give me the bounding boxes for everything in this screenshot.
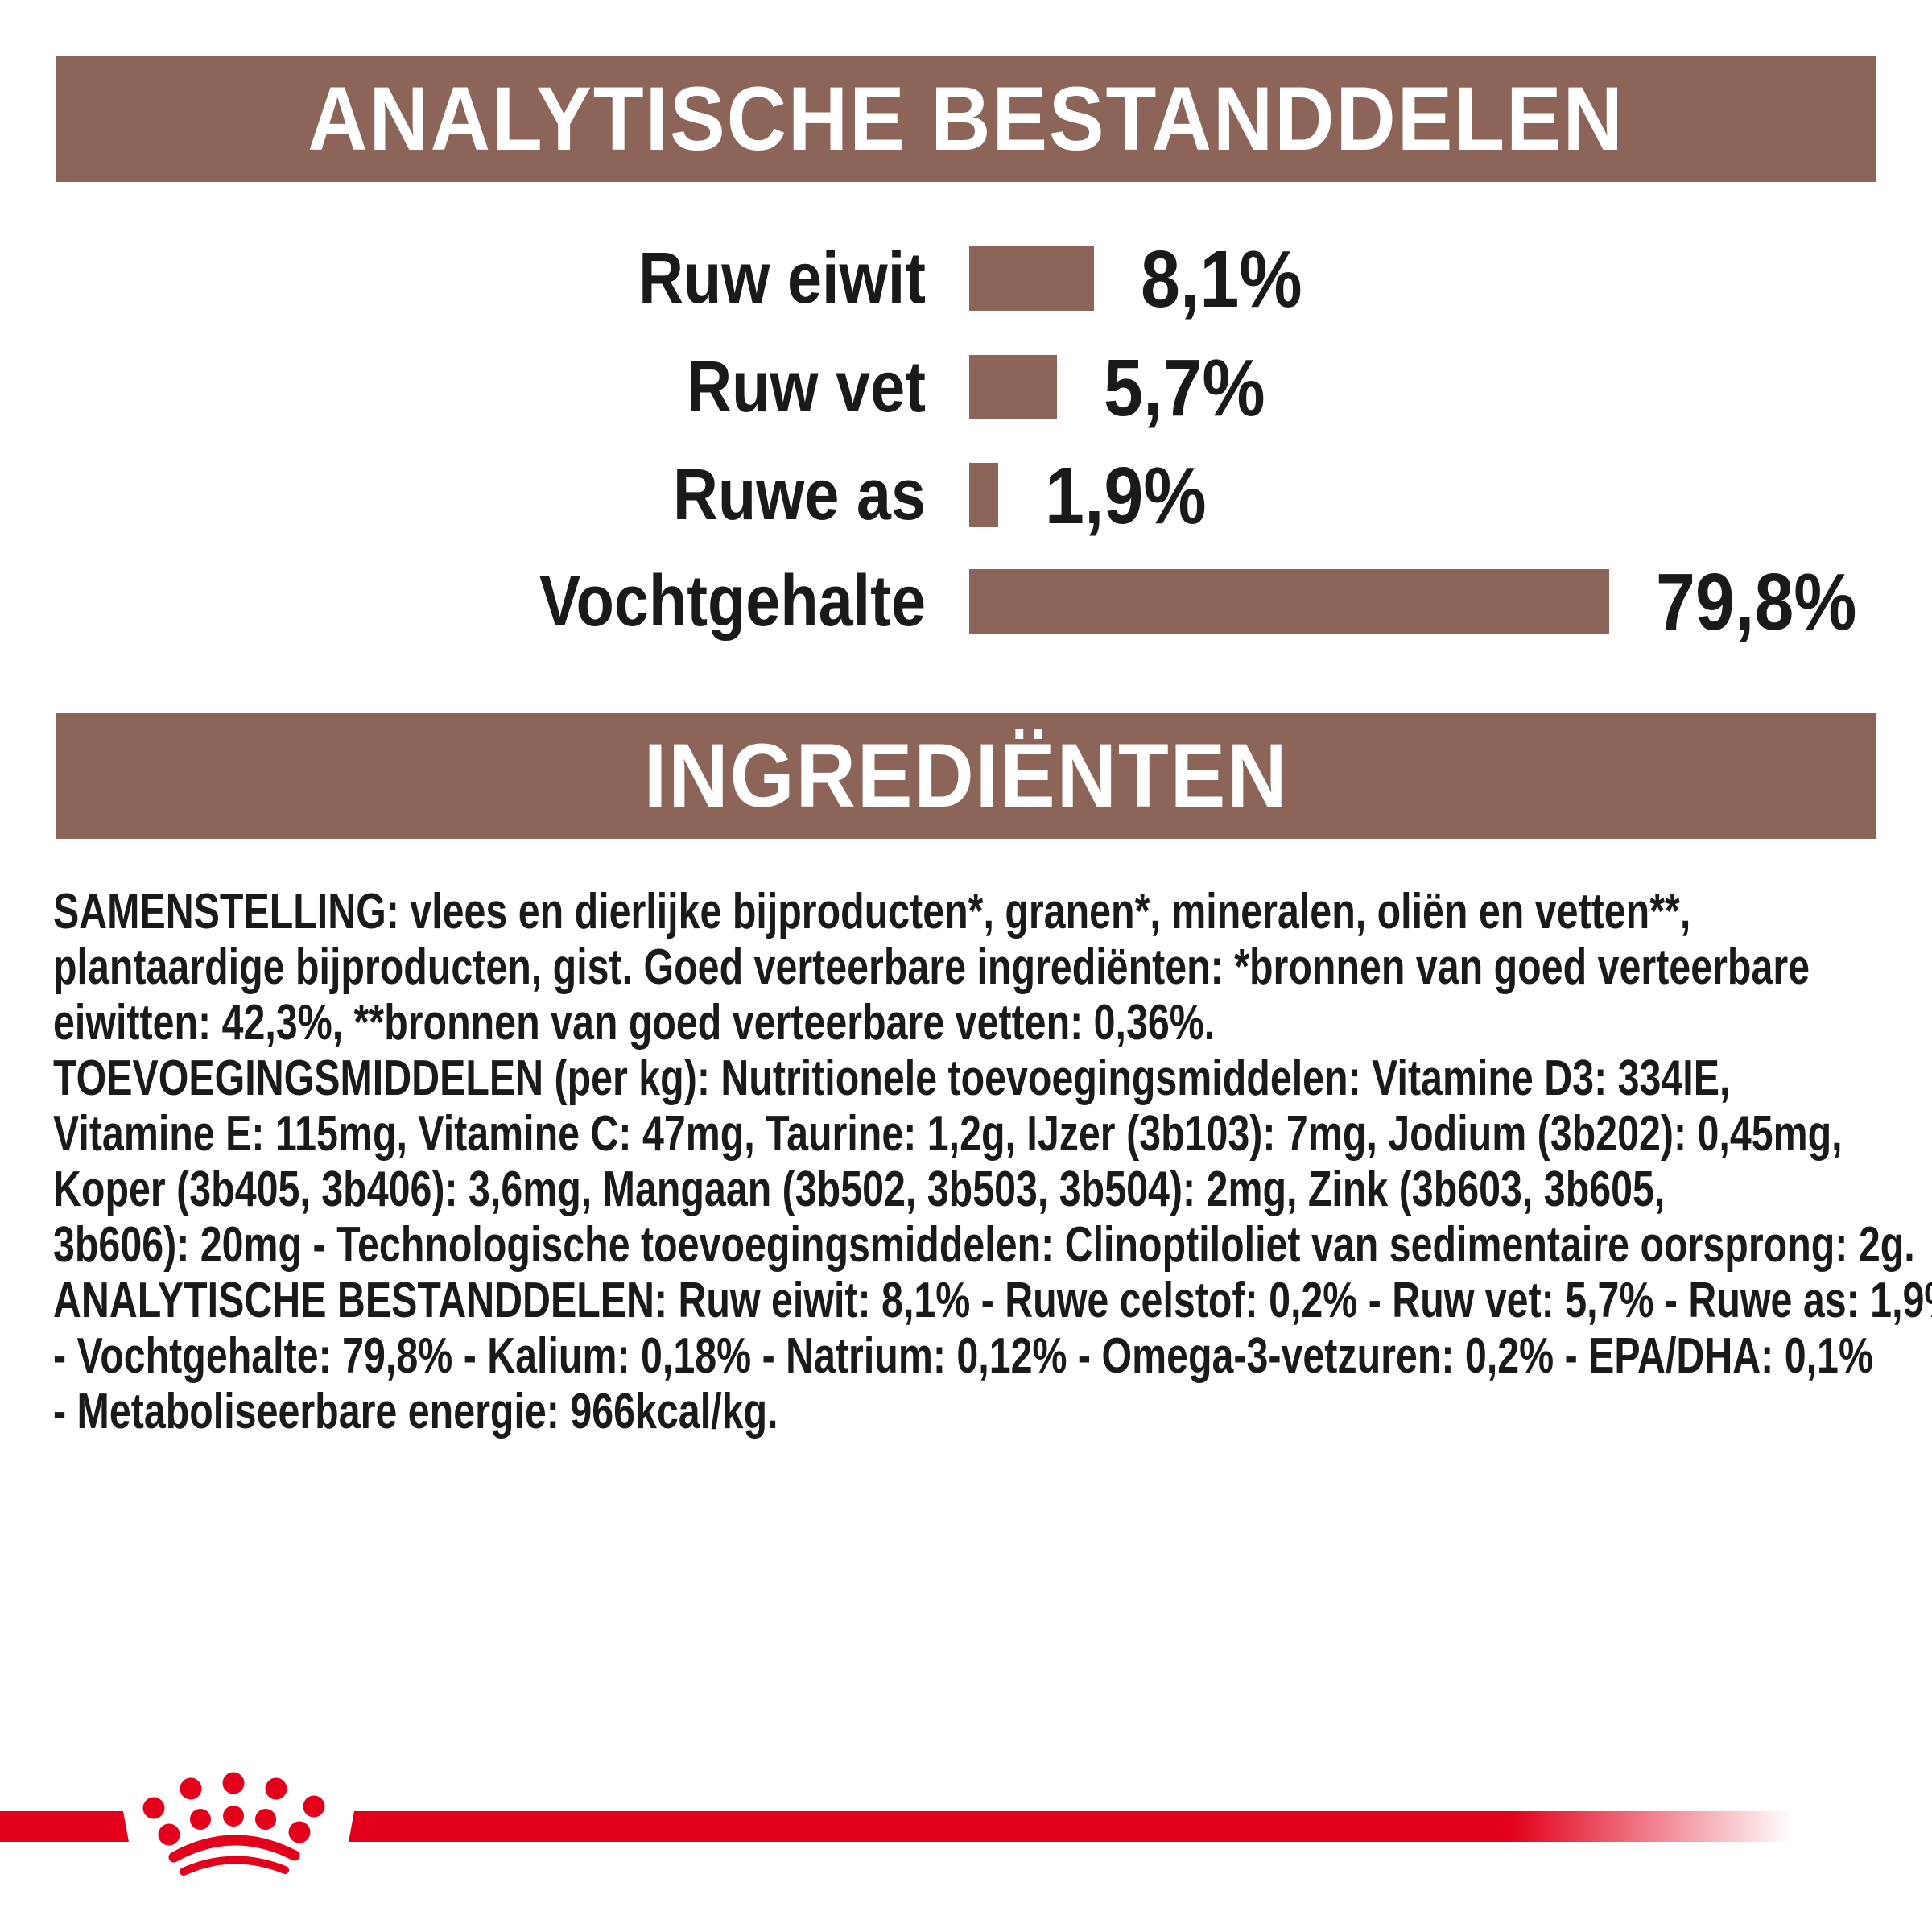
chart-bar-value: 5,7%: [1103, 343, 1265, 433]
chart-bar: [969, 246, 1094, 311]
chart-row: Ruw vet 5,7%: [0, 343, 1932, 433]
ingredients-text-line: TOEVOEGINGSMIDDELEN (per kg): Nutritione…: [53, 1051, 1731, 1106]
chart-row: Ruw eiwit 8,1%: [0, 234, 1932, 324]
ingredients-text-line: plantaardige bijproducten, gist. Goed ve…: [53, 939, 1810, 995]
chart-bar-value: 1,9%: [1045, 451, 1207, 541]
chart-bar: [969, 355, 1057, 419]
ingredients-text-block: SAMENSTELLING: vlees en dierlijke bijpro…: [53, 884, 1932, 1439]
chart-bar-label: Ruw vet: [687, 347, 926, 427]
footer-red-band-left: [0, 1811, 129, 1842]
chart-bar-value: 79,8%: [1656, 557, 1857, 647]
ingredients-text-line: SAMENSTELLING: vlees en dierlijke bijpro…: [53, 884, 1691, 939]
footer-red-band-right: [349, 1811, 1801, 1842]
analytical-bar-chart: Ruw eiwit 8,1% Ruw vet 5,7% Ruwe as 1,9%…: [0, 0, 1932, 692]
chart-row: Vochtgehalte 79,8%: [0, 557, 1932, 647]
chart-bar-label: Vochtgehalte: [539, 561, 926, 642]
ingredients-text-line: Vitamine E: 115mg, Vitamine C: 47mg, Tau…: [53, 1106, 1843, 1162]
ingredients-text-line: ANALYTISCHE BESTANDDELEN: Ruw eiwit: 8,1…: [53, 1273, 1932, 1328]
royal-canin-crown-icon: [142, 1772, 325, 1876]
ingredients-text-line: 3b606): 20mg - Technologische toevoeging…: [53, 1217, 1915, 1273]
crown-paw-dots: [142, 1772, 325, 1846]
chart-bar-value: 8,1%: [1140, 234, 1302, 324]
chart-row: Ruwe as 1,9%: [0, 451, 1932, 541]
chart-bar-label: Ruw eiwit: [638, 238, 926, 319]
section-header-analytical: ANALYTISCHE BESTANDDELEN: [56, 56, 1876, 182]
section-header-ingredients: INGREDIËNTEN: [56, 713, 1876, 839]
ingredients-text-line: eiwitten: 42,3%, **bronnen van goed vert…: [53, 995, 1216, 1051]
section-title-ingredients: INGREDIËNTEN: [643, 725, 1289, 826]
chart-bar-label: Ruwe as: [672, 455, 926, 535]
section-title-analytical: ANALYTISCHE BESTANDDELEN: [308, 68, 1624, 169]
chart-bar: [969, 569, 1609, 634]
ingredients-text-line: Koper (3b405, 3b406): 3,6mg, Mangaan (3b…: [53, 1162, 1666, 1217]
ingredients-text-line: - Vochtgehalte: 79,8% - Kalium: 0,18% - …: [53, 1328, 1873, 1384]
chart-bar: [969, 463, 999, 527]
ingredients-text-line: - Metaboliseerbare energie: 966kcal/kg.: [53, 1384, 778, 1439]
crown-base-arcs: [168, 1835, 300, 1876]
